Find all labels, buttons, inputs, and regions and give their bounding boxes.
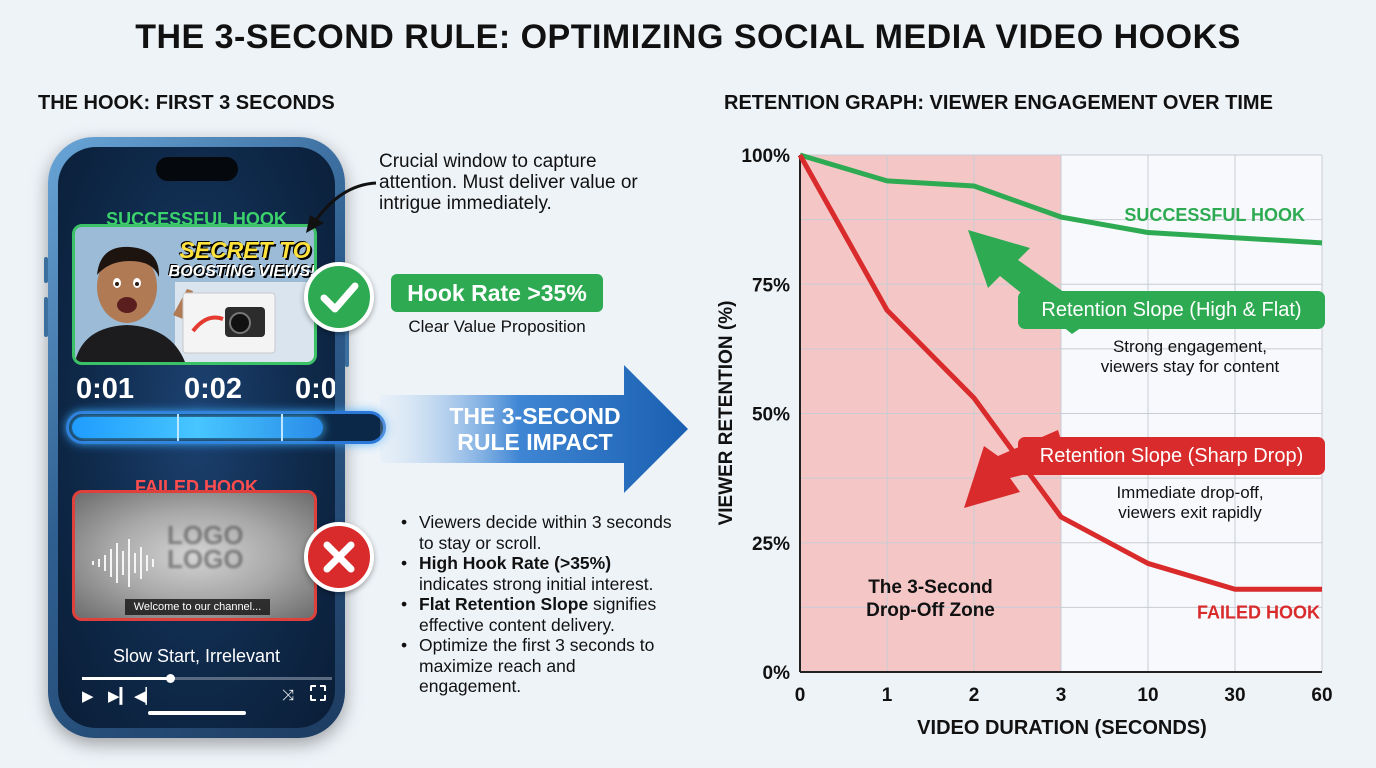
y-tick-label: 25%: [752, 534, 790, 555]
impact-arrow: [380, 365, 688, 493]
failed-hook-caption: Slow Start, Irrelevant: [112, 646, 281, 666]
fullscreen-icon[interactable]: [310, 685, 326, 701]
phone-side-button: [345, 307, 349, 367]
list-item: High Hook Rate (>35%) indicates strong i…: [399, 553, 679, 594]
phone-side-button: [44, 297, 48, 337]
scrubber-knob[interactable]: [166, 674, 175, 683]
sharp-drop-slope-note: Immediate drop-off, viewers exit rapidly: [1116, 483, 1264, 522]
y-axis-label: VIEWER RETENTION (%): [716, 301, 737, 526]
x-tick-label: 1: [882, 685, 893, 706]
phone-notch: [156, 157, 238, 181]
thumbnail-headline-line2: BOOSTING VIEWS!: [168, 263, 316, 280]
video-scrubber[interactable]: [82, 674, 332, 683]
presenter-illustration: [75, 227, 314, 362]
time-label-3: 0:03: [295, 373, 335, 405]
retention-graph-title: RETENTION GRAPH: VIEWER ENGAGEMENT OVER …: [724, 92, 1273, 114]
x-axis-label: VIDEO DURATION (SECONDS): [917, 717, 1207, 739]
successful-hook-thumbnail[interactable]: SECRET TO BOOSTING VIEWS!: [72, 224, 317, 365]
page-title: THE 3-SECOND RULE: OPTIMIZING SOCIAL MED…: [135, 18, 1241, 56]
failed-hook-thumbnail[interactable]: LOGO LOGO Welcome to our channel...: [72, 490, 317, 621]
sharp-drop-slope-label: Retention Slope (Sharp Drop): [1018, 437, 1325, 475]
retention-chart: 0% 25% 50% 75% 100% 0 1 2 3 10 30 60 VIDEO DURATION …: [716, 146, 1333, 739]
curved-arrow-icon: [306, 181, 377, 233]
thumbnail-headline-line1: SECRET TO: [179, 237, 311, 263]
list-item: Optimize the first 3 seconds to maximize…: [399, 635, 679, 697]
scrubber-progress: [82, 677, 170, 680]
x-tick-label: 30: [1224, 685, 1245, 706]
failed-hook-line: [797, 153, 1322, 592]
x-tick-label: 60: [1311, 685, 1332, 706]
x-tick-label: 3: [1056, 685, 1067, 706]
progress-tick: [177, 414, 179, 441]
check-icon: [304, 262, 374, 332]
key-takeaways-list: Viewers decide within 3 seconds to stay …: [399, 512, 679, 697]
shuffle-icon[interactable]: ⤨: [282, 687, 295, 704]
crucial-window-note: Crucial window to capture attention. Mus…: [379, 151, 638, 214]
list-item: Flat Retention Slope signifies effective…: [399, 594, 679, 635]
hook-section-title: THE HOOK: FIRST 3 SECONDS: [38, 92, 335, 114]
y-tick-label: 50%: [752, 405, 790, 426]
blurred-logo: LOGO LOGO: [167, 520, 244, 574]
subtitle-caption: Welcome to our channel...: [125, 599, 270, 615]
y-tick-label: 75%: [752, 275, 790, 296]
successful-hook-line: [799, 152, 1323, 246]
audio-waveform-icon: [92, 539, 154, 587]
high-flat-slope-note: Strong engagement, viewers stay for cont…: [1100, 337, 1280, 376]
time-label-1: 0:01: [76, 373, 135, 405]
hook-progress-fill: [72, 417, 323, 438]
volume-icon[interactable]: ◀▏: [134, 688, 158, 705]
high-flat-slope-label: Retention Slope (High & Flat): [1018, 291, 1325, 329]
hook-rate-badge: Hook Rate >35%: [391, 274, 603, 312]
play-icon[interactable]: ▶: [82, 688, 94, 705]
list-item: Viewers decide within 3 seconds to stay …: [399, 512, 679, 553]
x-tick-label: 10: [1137, 685, 1158, 706]
y-tick-label: 0%: [763, 663, 791, 684]
impact-arrow-label: THE 3-SECOND RULE IMPACT: [449, 403, 621, 455]
hook-progress-bar: [66, 411, 386, 444]
progress-tick: [281, 414, 283, 441]
time-label-2: 0:02: [184, 373, 243, 405]
home-indicator: [148, 711, 246, 715]
skip-next-icon[interactable]: ▶▎: [108, 688, 132, 705]
successful-hook-series-label: SUCCESSFUL HOOK: [1124, 205, 1305, 225]
drop-off-zone-label: The 3-Second: [868, 577, 993, 598]
x-tick-label: 2: [969, 685, 980, 706]
value-proposition-text: Clear Value Proposition: [408, 317, 586, 336]
failed-hook-series-label: FAILED HOOK: [1197, 602, 1320, 622]
x-tick-label: 0: [795, 685, 806, 706]
phone-side-button: [44, 257, 48, 283]
drop-off-zone-label: Drop-Off Zone: [866, 600, 995, 621]
x-icon: [304, 522, 374, 592]
y-tick-label: 100%: [741, 146, 790, 167]
